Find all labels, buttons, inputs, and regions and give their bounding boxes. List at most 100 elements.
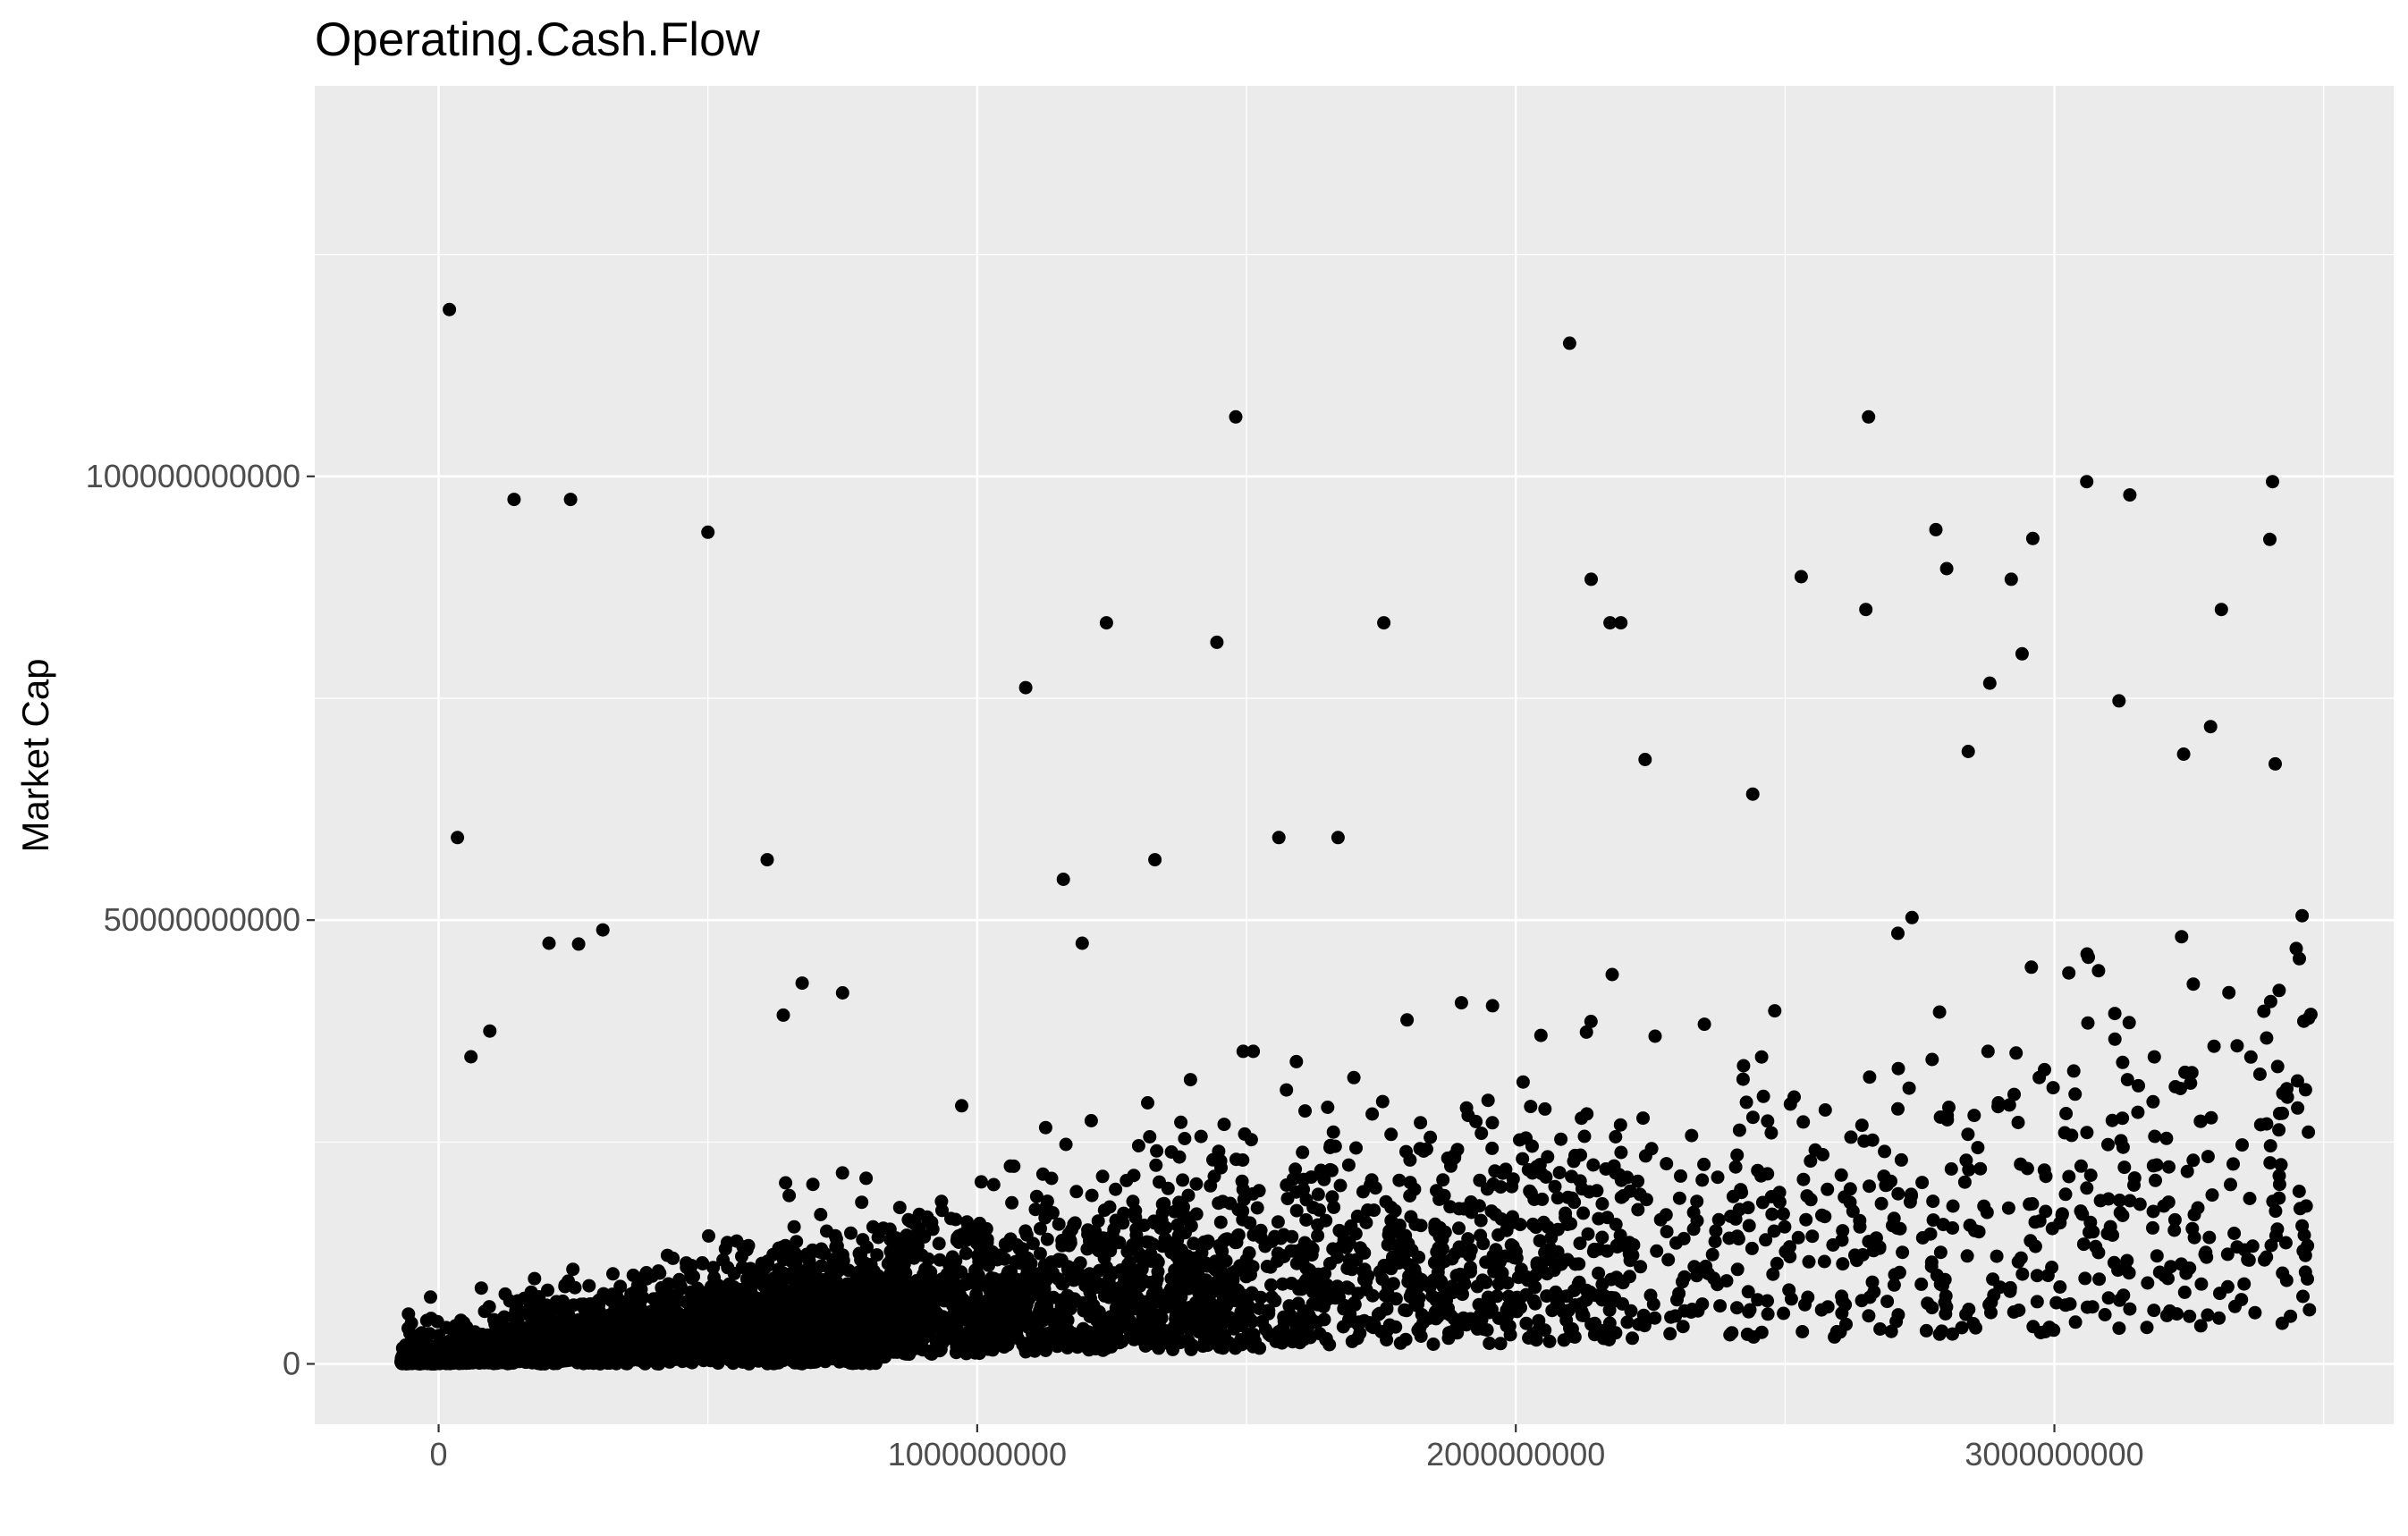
data-point	[1384, 1201, 1398, 1214]
data-point	[1574, 1296, 1588, 1311]
data-point	[1891, 1308, 1905, 1322]
data-point	[2201, 1308, 2215, 1322]
data-point	[1231, 1284, 1246, 1298]
data-point	[806, 1177, 820, 1192]
data-point	[1751, 1163, 1765, 1177]
data-point	[2007, 1087, 2021, 1101]
data-point	[2081, 1016, 2095, 1030]
data-point	[1180, 1249, 1195, 1263]
data-point	[1742, 1219, 1756, 1233]
data-point	[1567, 1154, 1581, 1169]
data-point	[1131, 1139, 1145, 1152]
data-point	[1452, 1221, 1466, 1236]
data-point	[2205, 1188, 2219, 1203]
data-point	[1189, 1207, 1204, 1221]
data-point	[2185, 1221, 2200, 1236]
data-point	[1926, 1194, 1940, 1209]
data-point	[2066, 1064, 2081, 1078]
data-point	[1443, 1200, 1457, 1214]
data-point	[1565, 1169, 1579, 1184]
data-point	[2140, 1321, 2154, 1335]
data-point	[1597, 1288, 1611, 1303]
data-point	[1365, 1173, 1379, 1187]
data-point	[1111, 1289, 1126, 1304]
data-point	[1181, 1188, 1196, 1203]
data-point	[1280, 1192, 1295, 1206]
data-point	[1239, 1305, 1254, 1319]
data-point	[1109, 1213, 1123, 1228]
data-point	[788, 1246, 802, 1261]
data-point	[1007, 1159, 1021, 1173]
data-point	[1325, 1190, 1339, 1204]
data-point	[1500, 1276, 1515, 1290]
data-point	[1403, 1152, 1417, 1167]
data-point	[1141, 1096, 1154, 1110]
data-point	[1078, 1279, 1093, 1293]
data-point	[1955, 1321, 1969, 1335]
data-point	[2049, 1295, 2064, 1310]
data-point	[1143, 1130, 1157, 1144]
data-point	[1212, 1196, 1226, 1211]
data-point	[2122, 1016, 2136, 1030]
data-point	[1638, 1149, 1652, 1163]
data-point	[1528, 1280, 1542, 1295]
data-point	[787, 1220, 801, 1234]
data-point	[2167, 1223, 2182, 1237]
data-point	[2162, 1160, 2176, 1174]
data-point	[1289, 1203, 1304, 1218]
data-point	[706, 1261, 721, 1275]
data-point	[1548, 1179, 1562, 1194]
data-point	[1977, 1199, 1991, 1213]
data-point	[1636, 1111, 1650, 1126]
data-point	[2299, 1199, 2313, 1213]
data-point	[926, 1283, 940, 1297]
data-point	[1626, 1248, 1640, 1262]
data-point	[848, 1290, 862, 1304]
data-point	[2264, 1238, 2278, 1253]
data-point	[808, 1307, 823, 1321]
data-point	[1736, 1059, 1751, 1073]
data-point	[1524, 1186, 1538, 1200]
data-point	[2235, 1138, 2249, 1152]
data-point	[945, 1260, 959, 1274]
data-point	[1796, 1115, 1811, 1129]
data-point	[1470, 1279, 1484, 1294]
data-point	[2252, 1068, 2267, 1081]
data-point	[1389, 1292, 1403, 1306]
data-point	[1575, 1182, 1589, 1196]
data-point	[2292, 1185, 2306, 1198]
data-point	[1925, 1301, 1939, 1315]
data-point	[1424, 1130, 1438, 1144]
data-point	[2101, 1291, 2116, 1305]
data-point	[870, 1248, 884, 1262]
data-point	[974, 1175, 988, 1189]
data-point	[1969, 1321, 1982, 1335]
grid-major	[315, 86, 2394, 1424]
data-point	[1984, 1305, 1998, 1320]
data-point	[2149, 1173, 2162, 1187]
data-point	[1196, 1339, 1210, 1354]
data-point	[1242, 1245, 1256, 1260]
data-point	[1690, 1194, 1704, 1209]
data-point	[776, 1253, 790, 1267]
data-point	[1456, 1287, 1469, 1302]
data-point	[892, 1201, 907, 1215]
data-point	[1891, 1101, 1905, 1116]
data-point	[1286, 1172, 1300, 1186]
data-point	[1690, 1213, 1704, 1228]
data-point	[1461, 1232, 1475, 1246]
data-point	[1891, 926, 1905, 941]
data-point	[1778, 1220, 1792, 1234]
data-point	[1938, 1295, 1952, 1310]
data-point	[1129, 1222, 1144, 1236]
data-point	[2226, 1157, 2240, 1171]
data-point	[2132, 1078, 2145, 1093]
data-point	[702, 1228, 715, 1243]
data-point	[1295, 1282, 1309, 1296]
data-point	[1987, 1288, 2001, 1303]
data-point	[2062, 966, 2076, 980]
data-point	[1473, 1308, 1487, 1322]
data-point	[1268, 1294, 1282, 1308]
data-point	[1609, 1130, 1623, 1144]
data-point	[916, 1329, 930, 1344]
